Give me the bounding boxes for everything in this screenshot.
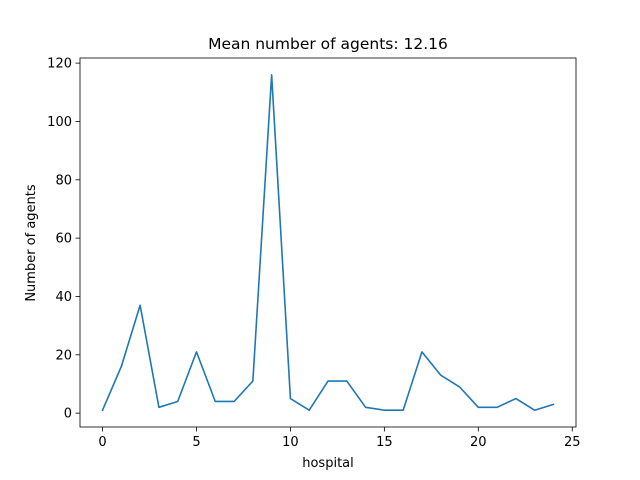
x-axis-label: hospital (302, 456, 354, 471)
data-point (440, 375, 441, 376)
y-tick-label: 120 (47, 57, 72, 72)
y-tick-label: 100 (47, 115, 72, 130)
data-point (196, 351, 197, 352)
data-series-line (101, 73, 555, 412)
data-point (403, 410, 404, 411)
data-point (421, 351, 422, 352)
data-point (290, 398, 291, 399)
data-point (158, 407, 159, 408)
data-point (459, 386, 460, 387)
data-point (328, 381, 329, 382)
data-point (309, 410, 310, 411)
data-point (177, 401, 178, 402)
data-point (252, 381, 253, 382)
data-point (515, 398, 516, 399)
data-point (346, 381, 347, 382)
x-tick-label: 25 (564, 435, 581, 450)
x-tick-label: 0 (98, 435, 106, 450)
data-point (234, 401, 235, 402)
y-axis-label: Number of agents (24, 184, 39, 302)
y-tick-label: 60 (55, 232, 72, 247)
data-point (384, 410, 385, 411)
data-point (140, 305, 141, 306)
data-point (215, 401, 216, 402)
data-point (478, 407, 479, 408)
plot-area: 0 5 10 15 20 25 0 20 40 60 80 100 120 (47, 57, 580, 450)
data-point (553, 404, 554, 405)
y-tick-label: 80 (55, 173, 72, 188)
chart-title: Mean number of agents: 12.16 (208, 35, 448, 53)
x-tick-label: 15 (376, 435, 393, 450)
data-point (534, 410, 535, 411)
data-point (102, 410, 103, 411)
x-tick-label: 20 (470, 435, 487, 450)
x-tick-label: 10 (282, 435, 299, 450)
data-point (497, 407, 498, 408)
y-tick-label: 20 (55, 348, 72, 363)
y-tick-label: 0 (64, 407, 72, 422)
data-point (121, 366, 122, 367)
y-tick-label: 40 (55, 290, 72, 305)
axes-frame (79, 57, 577, 428)
data-point (365, 407, 366, 408)
data-point (271, 74, 272, 75)
x-tick-label: 5 (192, 435, 200, 450)
